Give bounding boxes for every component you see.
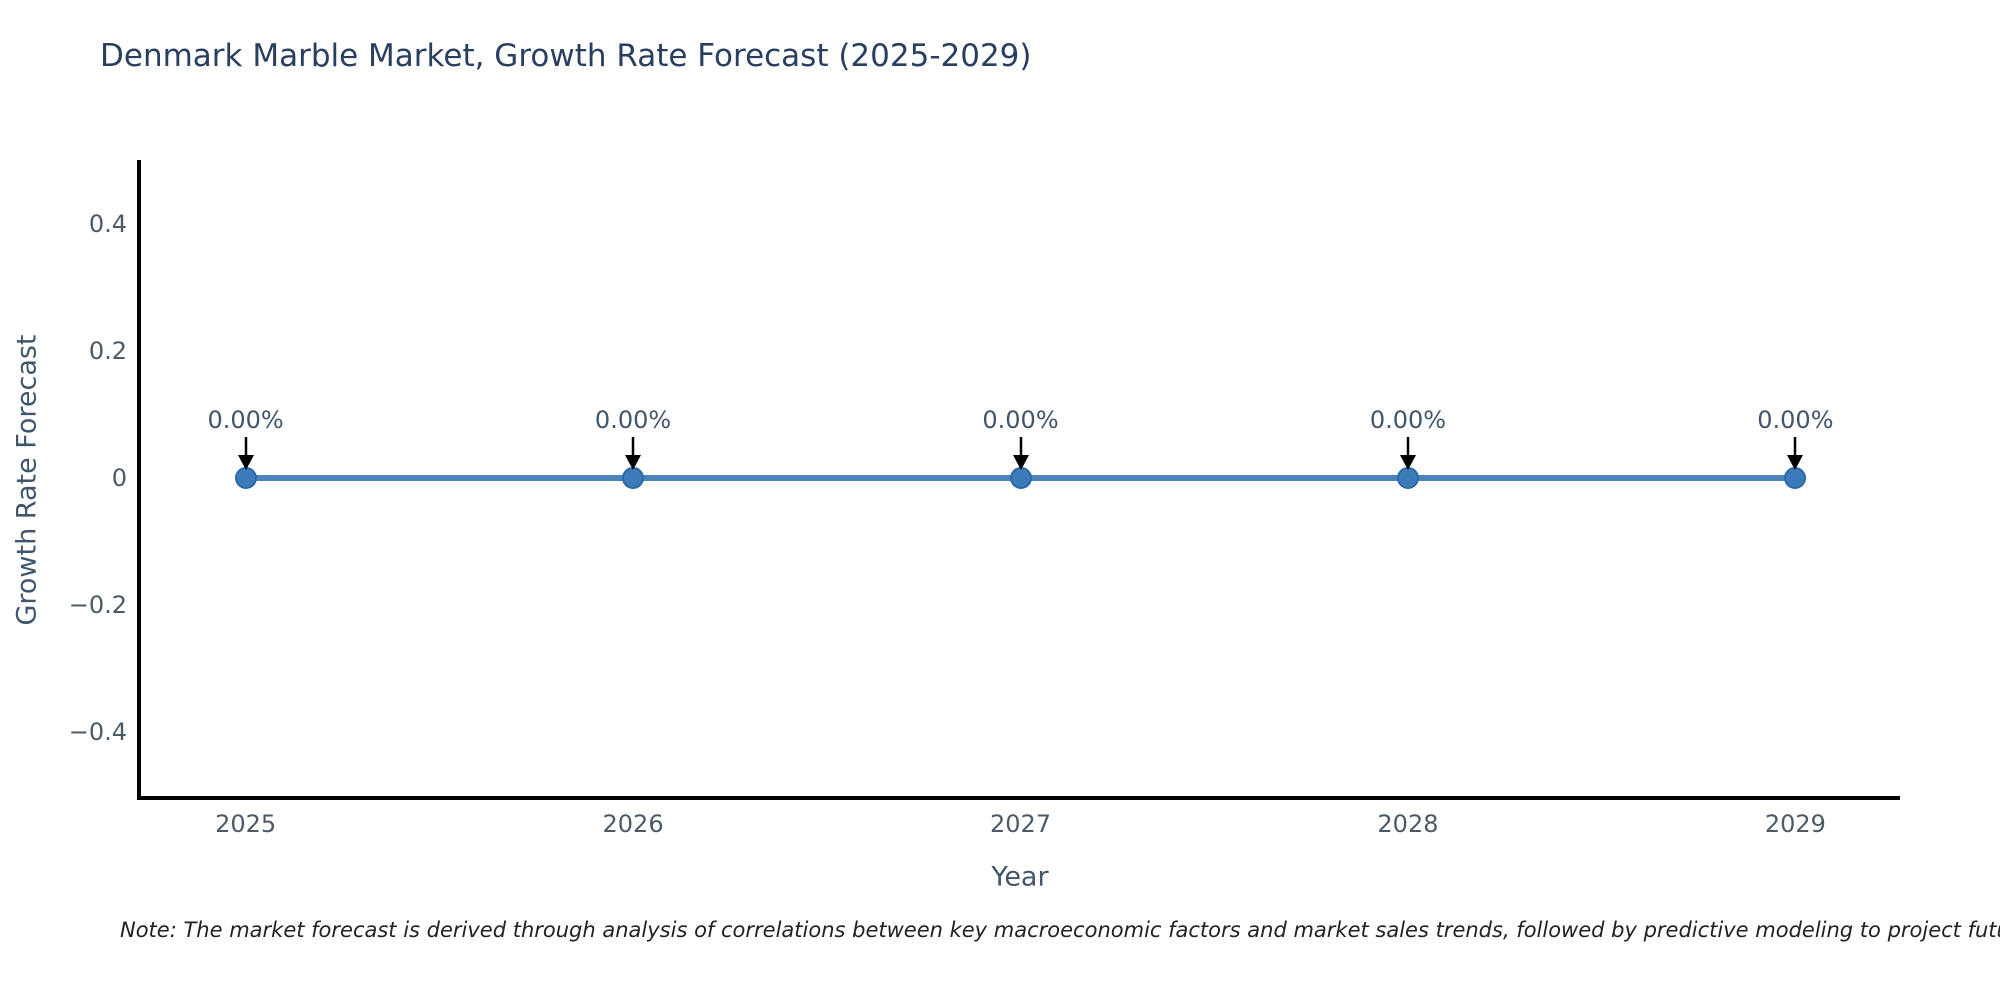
point-annotation: 0.00% [1369, 406, 1447, 434]
annotation-arrow-icon [1399, 437, 1416, 470]
x-tick-label: 2027 [989, 810, 1052, 838]
x-tick-label: 2026 [602, 810, 664, 838]
y-tick-label: 0.2 [88, 336, 127, 365]
x-axis-title: Year [991, 861, 1049, 893]
annotation-arrow-icon [1787, 437, 1804, 470]
footnote: Note: The market forecast is derived thr… [120, 918, 2000, 942]
plot-area: 0.00% 0.00% 0.00% 0.00% 0.00% 2025 2026 2027 202… [69, 160, 1900, 838]
chart-title: Denmark Marble Market, Growth Rate Forec… [100, 38, 1032, 74]
annotation-arrow-icon [1012, 437, 1029, 470]
point-annotation: 0.00% [1757, 406, 1834, 434]
y-tick-label: 0.4 [88, 209, 127, 238]
y-axis-title: Growth Rate Forecast [11, 334, 43, 626]
y-tick-label: 0 [111, 464, 127, 492]
annotation-arrow-icon [237, 437, 254, 470]
annotation-arrow-icon [625, 437, 642, 470]
point-annotation: 0.00% [594, 406, 672, 434]
x-tick-label: 2025 [215, 810, 277, 838]
point-annotation: 0.00% [982, 406, 1059, 434]
y-tick-label: −0.2 [68, 591, 127, 620]
point-annotation: 0.00% [207, 406, 284, 434]
x-tick-label: 2029 [1764, 810, 1826, 838]
x-tick-label: 2028 [1377, 810, 1439, 838]
y-tick-label: −0.4 [68, 718, 127, 747]
